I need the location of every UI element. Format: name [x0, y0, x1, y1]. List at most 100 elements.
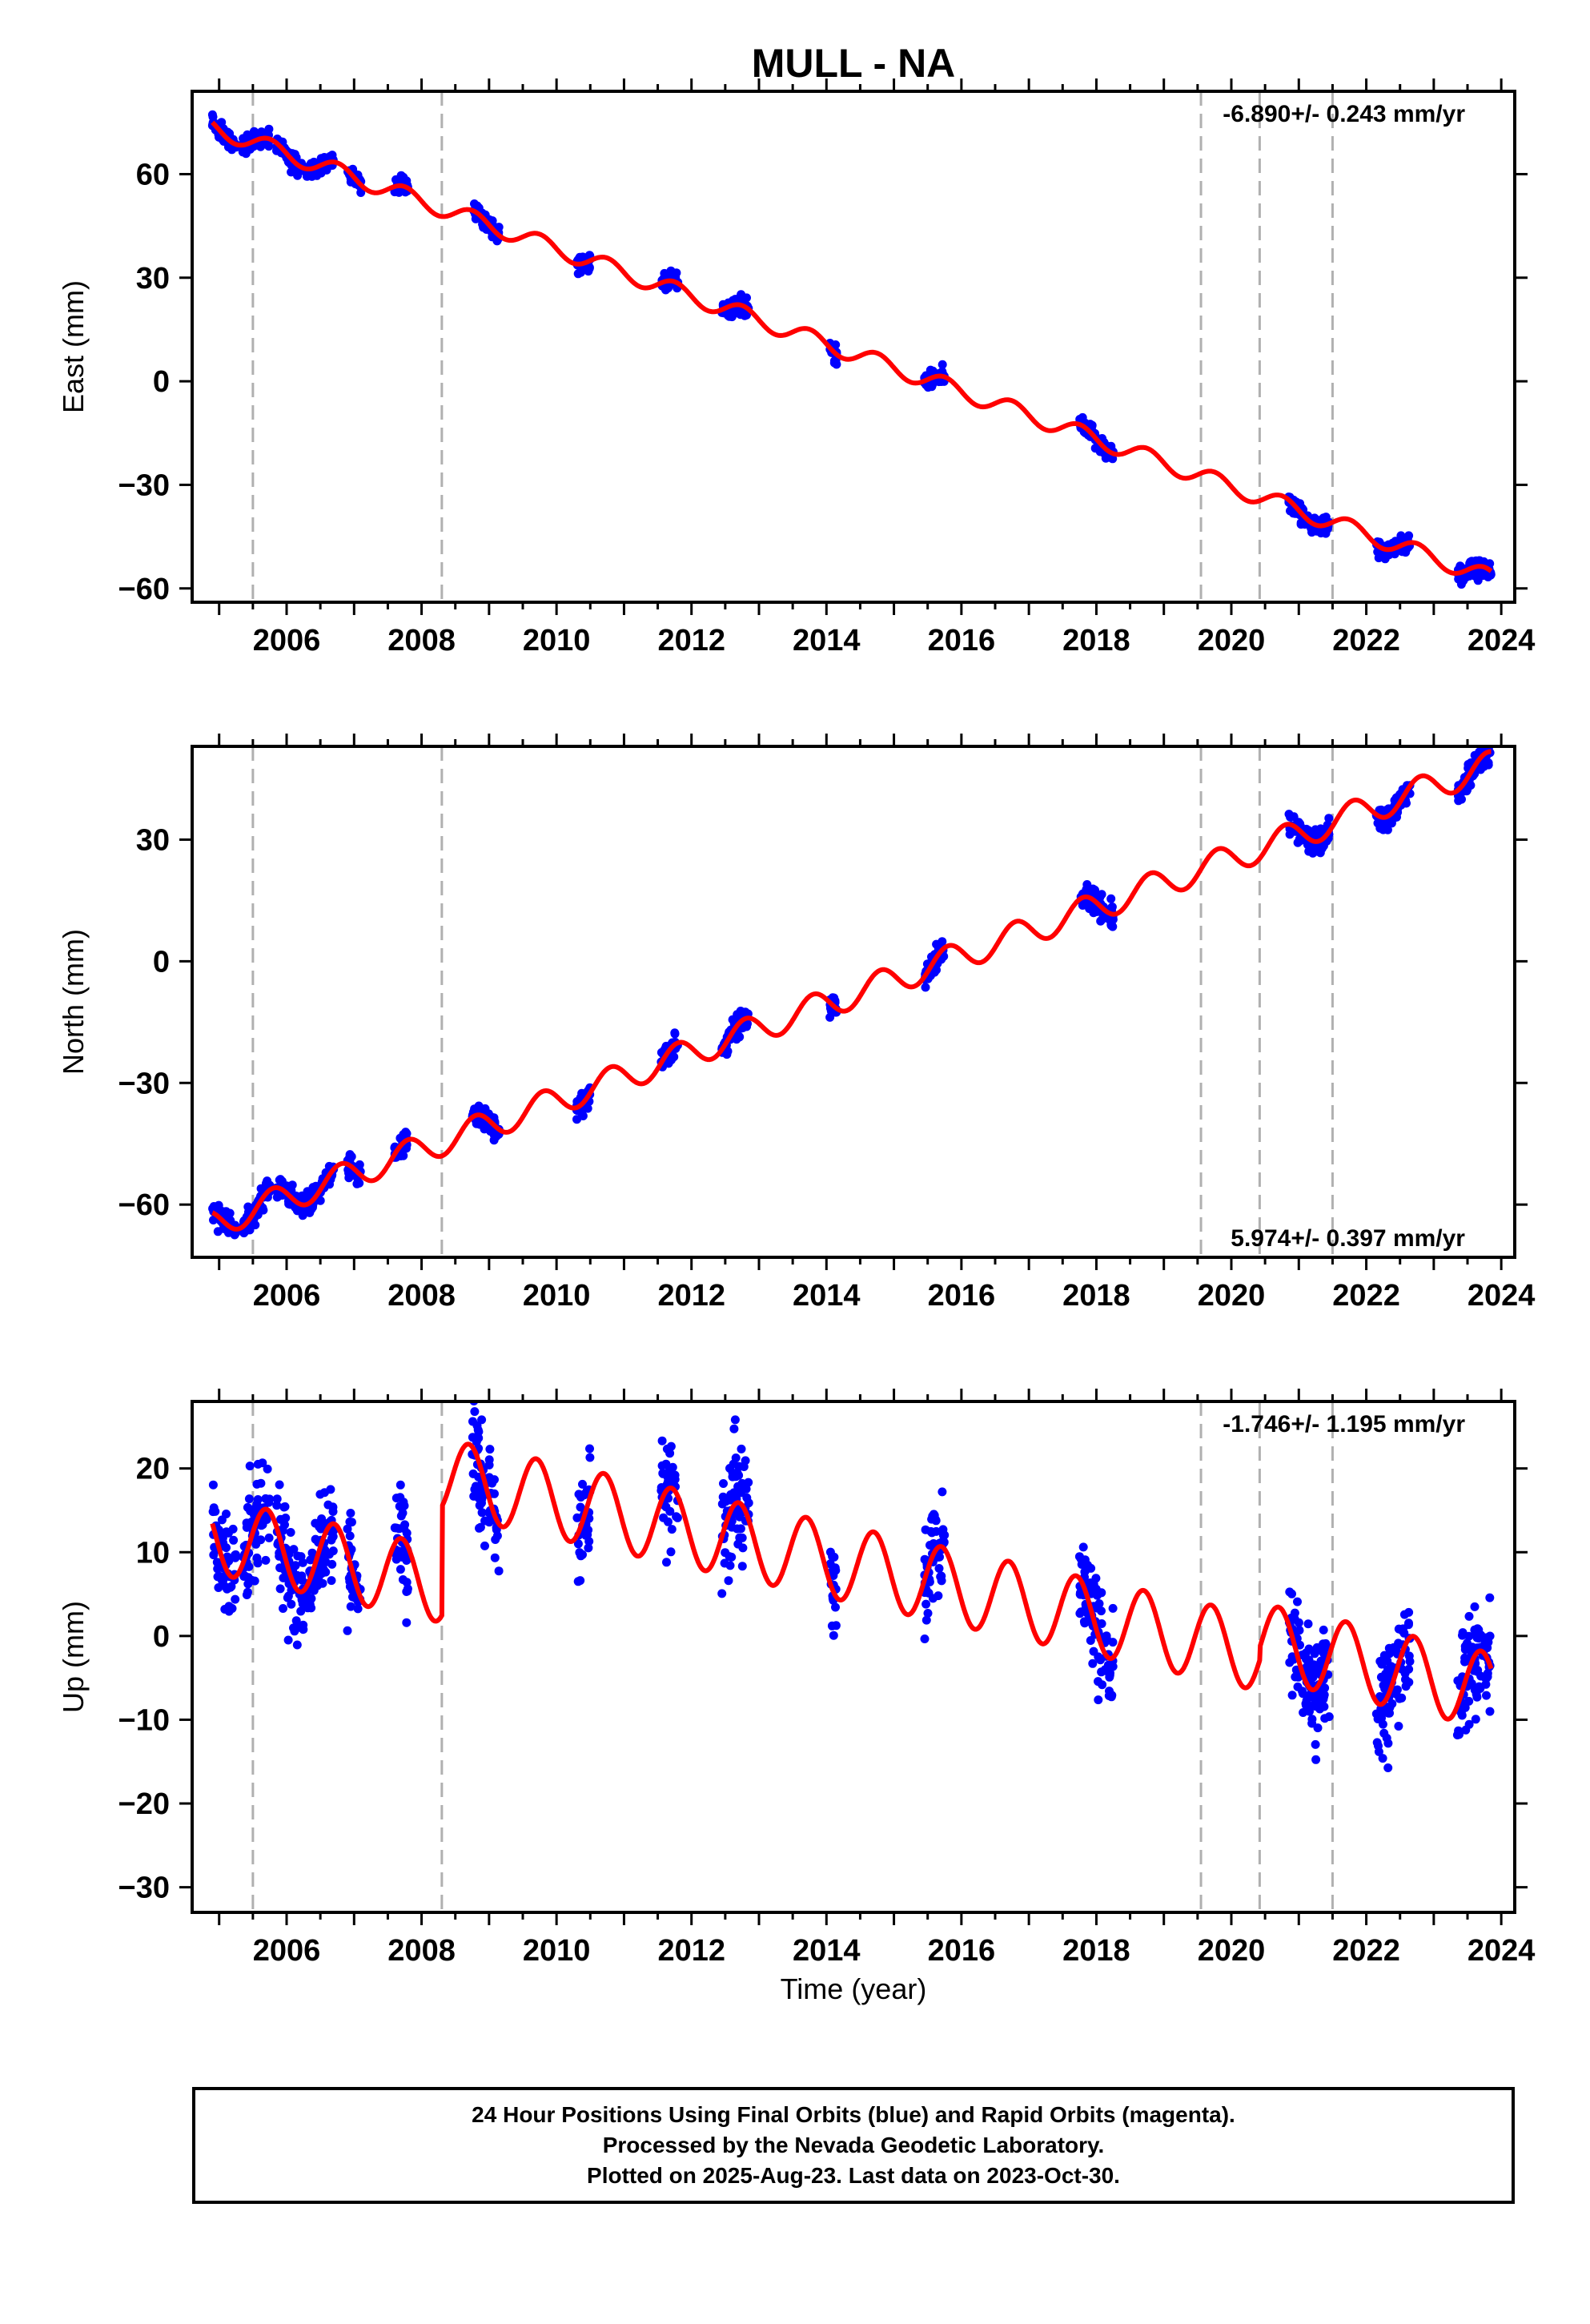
- data-point: [261, 1494, 271, 1503]
- y-axis-label: North (mm): [57, 929, 90, 1075]
- data-point: [1297, 835, 1306, 845]
- panel-frame: [191, 745, 1516, 1259]
- data-point: [584, 1543, 593, 1553]
- data-point: [345, 1517, 355, 1526]
- y-tick-label: 0: [153, 1620, 170, 1654]
- data-point: [310, 1578, 319, 1587]
- data-point: [576, 1502, 585, 1512]
- data-point: [345, 1577, 355, 1586]
- data-point: [829, 1630, 838, 1640]
- y-tick-label: 0: [153, 365, 170, 399]
- data-point: [315, 1490, 325, 1499]
- data-point: [345, 1531, 355, 1541]
- data-point: [1304, 1644, 1314, 1654]
- x-tick-label: 2020: [1198, 1934, 1266, 1968]
- data-point: [1383, 1763, 1393, 1772]
- data-point: [717, 1589, 727, 1598]
- data-point: [1307, 528, 1316, 537]
- data-point: [1296, 518, 1306, 528]
- data-point: [930, 967, 939, 977]
- data-point: [1287, 1589, 1296, 1598]
- data-point: [263, 1464, 272, 1474]
- data-point: [281, 1514, 291, 1522]
- data-point: [328, 1546, 338, 1556]
- data-point: [283, 1635, 293, 1645]
- data-point: [1404, 1618, 1413, 1628]
- y-tick-label: −30: [118, 468, 170, 502]
- x-tick-label: 2006: [253, 1934, 321, 1968]
- data-point: [1088, 1659, 1098, 1668]
- data-point: [272, 1501, 282, 1510]
- data-point: [573, 1577, 583, 1586]
- data-point: [214, 1583, 223, 1592]
- data-point: [1082, 880, 1092, 889]
- data-point: [231, 1553, 240, 1562]
- data-point: [209, 1550, 219, 1560]
- data-point: [305, 1208, 315, 1217]
- data-point: [484, 1473, 494, 1482]
- footer-line-3: Plotted on 2025-Aug-23. Last data on 202…: [587, 2163, 1120, 2188]
- data-point: [737, 1478, 747, 1488]
- data-point: [1470, 1602, 1480, 1611]
- data-point: [1098, 1680, 1107, 1690]
- data-point: [1091, 1574, 1101, 1583]
- data-point: [666, 1441, 676, 1451]
- data-point: [937, 1576, 946, 1586]
- data-point: [283, 1591, 293, 1601]
- x-tick-label: 2006: [253, 1279, 321, 1313]
- data-point: [1075, 1609, 1085, 1618]
- data-point: [737, 1533, 747, 1542]
- data-point: [1321, 513, 1331, 522]
- data-point: [216, 1206, 226, 1216]
- data-point: [222, 1510, 231, 1518]
- data-point: [1376, 1707, 1386, 1717]
- data-point: [477, 1415, 487, 1425]
- x-tick-label: 2010: [523, 1934, 591, 1968]
- data-point: [1324, 1712, 1334, 1722]
- data-point: [474, 1118, 484, 1127]
- panel-frame: [191, 90, 1516, 604]
- data-point: [1472, 1667, 1482, 1676]
- x-tick-label: 2022: [1332, 1279, 1400, 1313]
- data-point: [733, 1539, 743, 1549]
- data-point: [243, 1587, 252, 1597]
- data-point: [1373, 818, 1383, 828]
- data-point: [287, 1180, 297, 1190]
- x-tick-label: 2008: [387, 624, 456, 657]
- data-point: [923, 1609, 933, 1618]
- data-point: [1476, 1630, 1486, 1640]
- data-point: [224, 1603, 234, 1613]
- data-point: [327, 1576, 336, 1586]
- data-point: [831, 1602, 840, 1612]
- data-point: [261, 1555, 271, 1565]
- data-point: [1287, 1691, 1297, 1700]
- data-point: [666, 1547, 676, 1557]
- data-point: [1464, 1611, 1474, 1621]
- data-point: [585, 1444, 594, 1454]
- data-point: [279, 1502, 289, 1512]
- panel-2: 2006 2008 2010 2012 2014 2016 2018 2020 2022 2024…: [57, 1389, 1535, 1968]
- data-point: [1467, 1679, 1476, 1688]
- data-point: [1303, 1619, 1313, 1629]
- data-point: [474, 1427, 484, 1437]
- data-point: [938, 360, 947, 369]
- x-tick-label: 2024: [1468, 624, 1536, 657]
- data-point: [741, 1456, 750, 1466]
- data-point: [208, 1480, 218, 1490]
- y-tick-label: 10: [136, 1536, 170, 1570]
- data-point: [215, 1572, 225, 1581]
- rate-label: 5.974+/- 0.397 mm/yr: [1231, 1225, 1465, 1252]
- data-point: [663, 1472, 673, 1482]
- y-tick-label: 0: [153, 945, 170, 979]
- data-point: [391, 1494, 401, 1503]
- data-point: [247, 1575, 257, 1585]
- x-tick-label: 2012: [657, 1279, 725, 1313]
- y-tick-label: −60: [118, 573, 170, 606]
- data-point: [578, 1479, 587, 1489]
- data-point: [343, 1626, 352, 1635]
- data-point: [1378, 1719, 1387, 1729]
- rate-label: -1.746+/- 1.195 mm/yr: [1223, 1411, 1465, 1437]
- x-tick-label: 2024: [1468, 1934, 1536, 1968]
- data-point: [353, 1604, 363, 1614]
